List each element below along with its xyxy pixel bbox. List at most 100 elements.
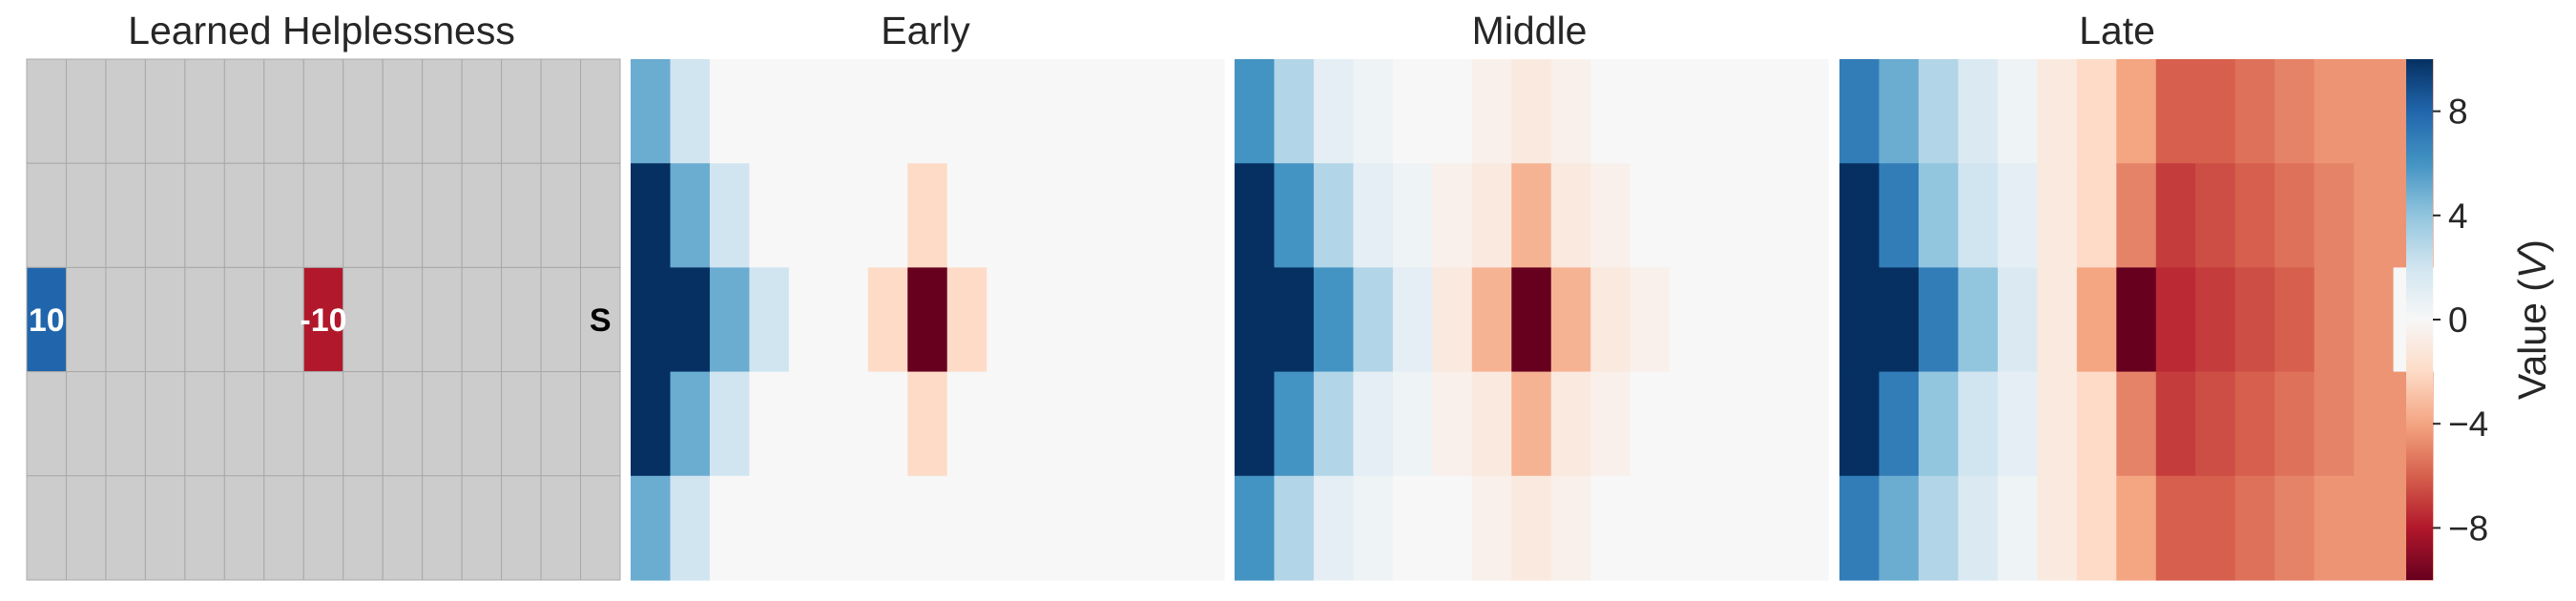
- heatmap-cell: [1749, 59, 1790, 164]
- grid-cell: [382, 162, 424, 268]
- heatmap-cell: [1749, 475, 1790, 581]
- heatmap-cell: [2037, 163, 2078, 268]
- heatmap-cell: [946, 475, 987, 581]
- heatmap-cell: [1709, 475, 1750, 581]
- heatmap-cell: [828, 59, 869, 164]
- heatmap-cell: [1066, 163, 1107, 268]
- heatmap-cell: [907, 371, 948, 477]
- heatmap-cell: [1353, 267, 1394, 373]
- heatmap-cell: [1471, 59, 1512, 164]
- grid-cell: [382, 58, 424, 164]
- heatmap-cell: [828, 267, 869, 373]
- heatmap-cell: [1630, 59, 1671, 164]
- grid-cell: [501, 266, 542, 373]
- colorbar-gradient: [2406, 59, 2433, 580]
- heatmap-cell: [2354, 163, 2395, 268]
- heatmap-cell: [2354, 267, 2395, 373]
- heatmap-cell: [2314, 475, 2355, 581]
- heatmap-cell: [1879, 267, 1920, 373]
- heatmap-cell: [2037, 371, 2078, 477]
- heatmap-cell: [1670, 475, 1711, 581]
- heatmap-cell: [1145, 371, 1186, 477]
- heatmap-cell: [1026, 267, 1067, 373]
- heatmap-cell: [1839, 267, 1880, 373]
- colorbar-label-var: V: [2510, 249, 2554, 279]
- heatmap-cell: [1145, 59, 1186, 164]
- heatmap-cell: [1997, 371, 2038, 477]
- heatmap-cell: [631, 163, 672, 268]
- heatmap-cell: [2195, 267, 2236, 373]
- grid-cell: [26, 475, 67, 581]
- heatmap-cell: [1471, 475, 1512, 581]
- heatmap-cell: [2037, 475, 2078, 581]
- heatmap-cell: [709, 371, 750, 477]
- grid-cell: [144, 266, 186, 373]
- heatmap-cell: [1026, 163, 1067, 268]
- grid-cell-label: S: [590, 302, 612, 339]
- heatmap-cell: [1184, 371, 1225, 477]
- panel-cells: [1839, 59, 2434, 581]
- heatmap-cell: [2116, 371, 2157, 477]
- grid-cell: [65, 162, 107, 268]
- grid-cell: [422, 475, 463, 581]
- grid-cell: [302, 58, 344, 164]
- heatmap-cell: [1105, 163, 1146, 268]
- colorbar-label-close: ): [2510, 239, 2554, 253]
- heatmap-cell: [1590, 163, 1631, 268]
- heatmap-cell: [1392, 163, 1433, 268]
- heatmap-cell: [1066, 59, 1107, 164]
- grid-cell: [540, 475, 582, 581]
- heatmap-cell: [1184, 267, 1225, 373]
- heatmap-cell: [1709, 267, 1750, 373]
- grid-cell: [223, 162, 265, 268]
- heatmap-cell: [1066, 267, 1107, 373]
- heatmap-cell: [788, 163, 829, 268]
- heatmap-cell: [1235, 59, 1276, 164]
- heatmap-cell: [709, 475, 750, 581]
- heatmap-cell: [788, 475, 829, 581]
- heatmap-cell: [2116, 163, 2157, 268]
- heatmap-cell: [749, 371, 790, 477]
- heatmap-cell: [1550, 59, 1591, 164]
- heatmap-cell: [2195, 475, 2236, 581]
- grid-cell: [580, 475, 621, 581]
- heatmap-cell: [1958, 163, 1999, 268]
- heatmap-cell: [987, 371, 1028, 477]
- heatmap-cell: [2116, 267, 2157, 373]
- heatmap-cell: [1590, 475, 1631, 581]
- heatmap-cell: [2354, 475, 2395, 581]
- heatmap-cell: [1749, 267, 1790, 373]
- grid-cell-label: -10: [300, 302, 346, 339]
- colorbar-ticks: 8 4 0 −4 −8: [2433, 93, 2488, 548]
- heatmap-cell: [1879, 371, 1920, 477]
- heatmap-cell: [1184, 475, 1225, 581]
- grid-cell: [343, 475, 384, 581]
- heatmap-cell: [907, 267, 948, 373]
- heatmap-cell: [709, 267, 750, 373]
- colorbar-tick-label: −8: [2448, 508, 2488, 548]
- heatmap-cell: [1997, 163, 2038, 268]
- grid-cell: [461, 58, 503, 164]
- heatmap-cell: [788, 267, 829, 373]
- grid-cell: [382, 371, 424, 477]
- grid-cell: [540, 371, 582, 477]
- heatmap-cell: [1066, 371, 1107, 477]
- grid-cell: [540, 58, 582, 164]
- heatmap-cell: [1879, 475, 1920, 581]
- grid-cell: [26, 371, 67, 477]
- heatmap-cell: [1918, 371, 1959, 477]
- heatmap-cell: [2275, 267, 2316, 373]
- grid-cell: [105, 475, 146, 581]
- heatmap-cell: [2037, 59, 2078, 164]
- colorbar-tick-label: 4: [2448, 197, 2468, 236]
- heatmap-cell: [749, 59, 790, 164]
- heatmap-cell: [1550, 163, 1591, 268]
- heatmap-cell: [987, 59, 1028, 164]
- grid-cell: [461, 371, 503, 477]
- colorbar-label: Value (V): [2510, 239, 2554, 400]
- grid-cell: [223, 266, 265, 373]
- heatmap-cell: [2155, 59, 2196, 164]
- grid-cell: [461, 475, 503, 581]
- heatmap-cell: [1313, 267, 1354, 373]
